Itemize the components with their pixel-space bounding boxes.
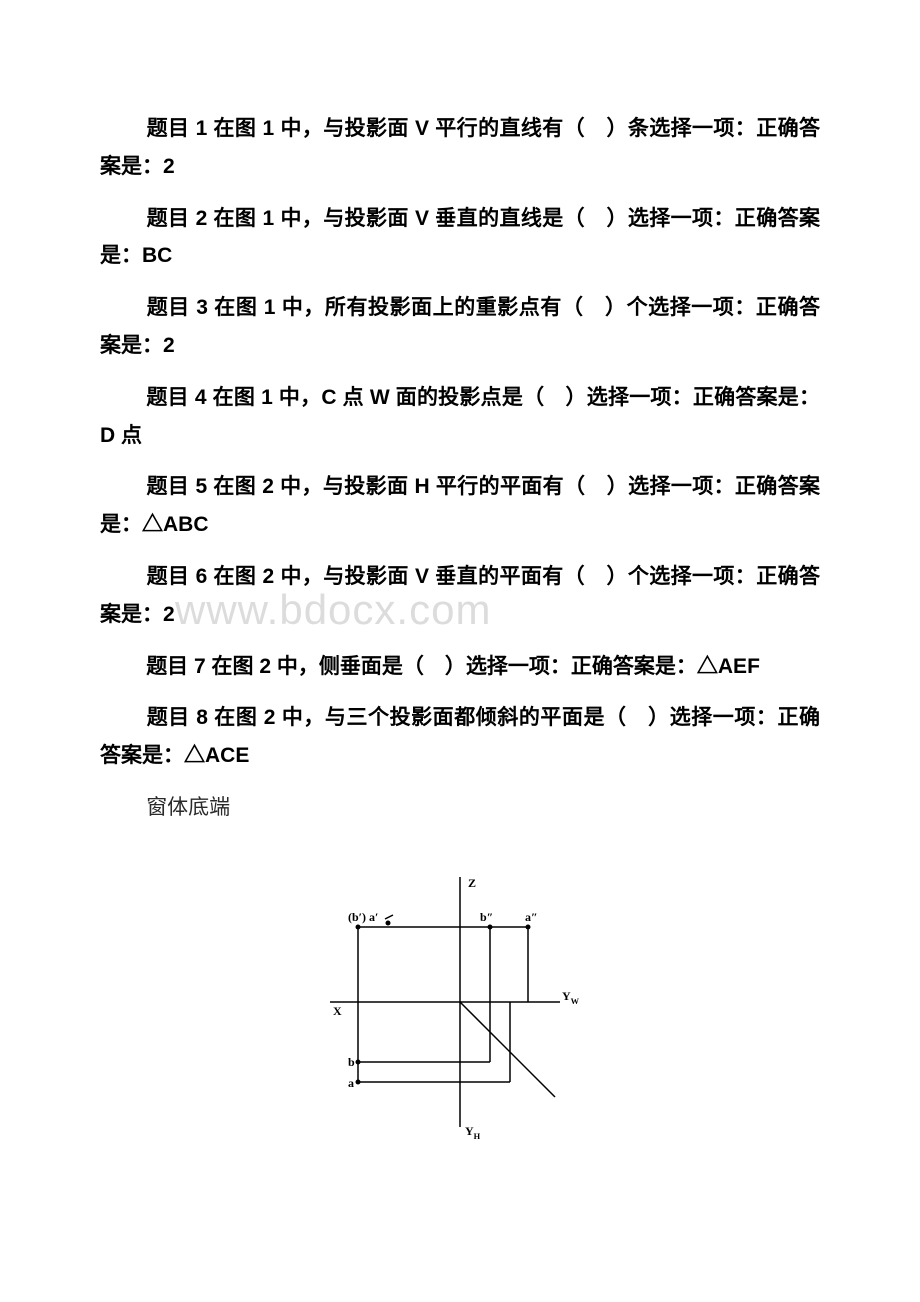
q4-prefix: 题目 4 在图 1 中，C 点 W 面的投影点是（ ）选择一项：正确答案是：: [146, 386, 820, 409]
question-6: 题目 6 在图 2 中，与投影面 V 垂直的平面有（ ）个选择一项：正确答案是：…: [100, 558, 820, 634]
question-3: 题目 3 在图 1 中，所有投影面上的重影点有（ ）个选择一项：正确答案是：2: [100, 289, 820, 365]
svg-text:YH: YH: [465, 1124, 481, 1141]
svg-text:a″: a″: [525, 910, 538, 924]
q7-answer: △AEF: [697, 655, 760, 678]
footer-label: 窗体底端: [146, 795, 230, 819]
svg-text:a: a: [348, 1076, 354, 1090]
q2-answer: BC: [142, 244, 172, 267]
q4-answer: D 点: [100, 424, 142, 447]
question-1: 题目 1 在图 1 中，与投影面 V 平行的直线有（ ）条选择一项：正确答案是：…: [100, 110, 820, 186]
question-8: 题目 8 在图 2 中，与三个投影面都倾斜的平面是（ ）选择一项：正确答案是：△…: [100, 699, 820, 775]
question-7: 题目 7 在图 2 中，侧垂面是（ ）选择一项：正确答案是：△AEF: [100, 648, 820, 686]
svg-text:Z: Z: [468, 876, 476, 890]
svg-text:(b′) a′: (b′) a′: [348, 910, 378, 924]
q8-answer: △ACE: [184, 744, 249, 767]
question-4: 题目 4 在图 1 中，C 点 W 面的投影点是（ ）选择一项：正确答案是：D …: [100, 379, 820, 455]
footer-text: 窗体底端: [100, 789, 820, 827]
svg-text:b: b: [348, 1055, 355, 1069]
q7-prefix: 题目 7 在图 2 中，侧垂面是（ ）选择一项：正确答案是：: [146, 655, 697, 678]
question-5: 题目 5 在图 2 中，与投影面 H 平行的平面有（ ）选择一项：正确答案是：△…: [100, 468, 820, 544]
projection-diagram-wrap: Z X YW YH (b′) a′ b″ a″ ba: [100, 867, 820, 1147]
svg-text:YW: YW: [562, 989, 580, 1006]
q2-prefix: 题目 2 在图 1 中，与投影面 V 垂直的直线是（ ）选择一项：正确答案是：: [100, 207, 820, 268]
svg-text:X: X: [333, 1004, 342, 1018]
q3-answer: 2: [163, 334, 175, 357]
q3-prefix: 题目 3 在图 1 中，所有投影面上的重影点有（ ）个选择一项：正确答案是：: [100, 296, 820, 357]
question-2: 题目 2 在图 1 中，与投影面 V 垂直的直线是（ ）选择一项：正确答案是：B…: [100, 200, 820, 276]
q6-prefix: 题目 6 在图 2 中，与投影面 V 垂直的平面有（ ）个选择一项：正确答案是：: [100, 565, 820, 626]
q6-answer: 2: [163, 603, 175, 626]
q5-answer: △ABC: [142, 513, 209, 536]
q1-prefix: 题目 1 在图 1 中，与投影面 V 平行的直线有（ ）条选择一项：正确答案是：: [100, 117, 820, 178]
svg-text:b″: b″: [480, 910, 493, 924]
projection-diagram: Z X YW YH (b′) a′ b″ a″ ba: [330, 867, 590, 1147]
q1-answer: 2: [163, 155, 175, 178]
